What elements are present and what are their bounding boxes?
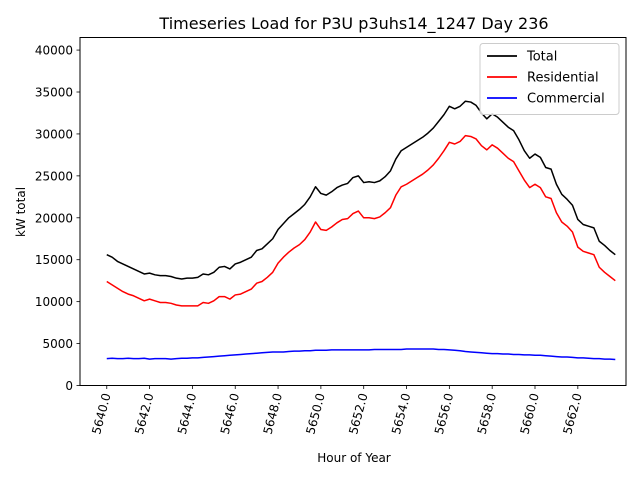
x-tick-label: 5662.0 [560, 392, 584, 436]
x-axis-ticks: 5640.0 5642.0 5644.0 5646.0 5648.0 5650.0 5652… [89, 385, 585, 436]
plot-frame [79, 37, 627, 386]
y-tick-label: 15000 [35, 253, 73, 267]
y-tick-label: 20000 [35, 211, 73, 225]
y-tick-label: 35000 [35, 86, 73, 100]
x-axis-label: Hour of Year [317, 451, 391, 465]
x-tick-label: 5660.0 [518, 392, 542, 436]
legend-label-residential: Residential [527, 71, 599, 86]
x-tick-label: 5656.0 [432, 392, 456, 436]
y-tick-label: 0 [65, 379, 73, 393]
legend-label-commercial: Commercial [527, 92, 605, 107]
x-tick-label: 5640.0 [89, 392, 113, 436]
y-tick-label: 40000 [35, 44, 73, 58]
x-tick-label: 5650.0 [303, 392, 327, 436]
x-tick-label: 5644.0 [175, 392, 199, 436]
series-layer [106, 100, 616, 361]
series-line-total [106, 100, 616, 280]
x-tick-label: 5658.0 [475, 392, 499, 436]
legend-box [479, 43, 620, 115]
x-tick-label: 5654.0 [389, 392, 413, 436]
y-tick-label: 25000 [35, 169, 73, 183]
x-tick-label: 5642.0 [132, 392, 156, 436]
y-tick-label: 5000 [42, 337, 73, 351]
legend-label-total: Total [526, 50, 557, 65]
x-tick-label: 5648.0 [261, 392, 285, 436]
x-tick-label: 5652.0 [346, 392, 370, 436]
y-tick-label: 10000 [35, 295, 73, 309]
series-line-residential [106, 134, 616, 307]
chart-title: Timeseries Load for P3U p3uhs14_1247 Day… [158, 14, 548, 34]
y-tick-label: 30000 [35, 127, 73, 141]
y-axis-label: kW total [14, 187, 28, 237]
legend: Total Residential Commercial [479, 43, 620, 115]
y-axis-ticks: 0 5000 10000 15000 20000 25000 30000 35000 40000 [35, 44, 80, 393]
series-line-commercial [106, 348, 616, 361]
x-tick-label: 5646.0 [218, 392, 242, 436]
